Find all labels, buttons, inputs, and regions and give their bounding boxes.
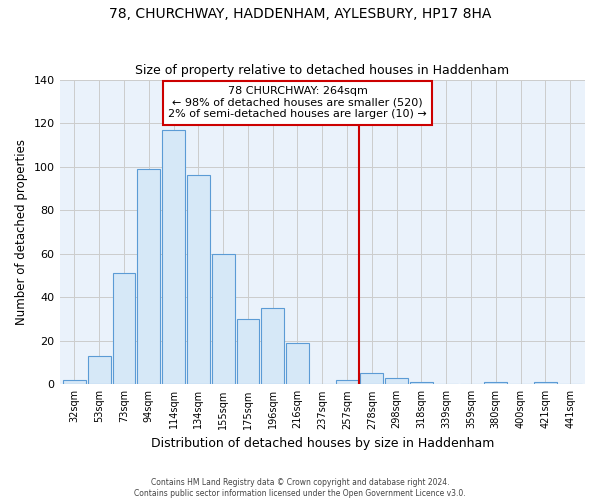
Bar xyxy=(162,130,185,384)
Bar xyxy=(261,308,284,384)
Bar xyxy=(137,169,160,384)
Bar xyxy=(385,378,408,384)
Bar xyxy=(484,382,507,384)
Bar xyxy=(236,319,259,384)
Bar xyxy=(361,374,383,384)
Y-axis label: Number of detached properties: Number of detached properties xyxy=(15,139,28,325)
Bar xyxy=(63,380,86,384)
Bar xyxy=(410,382,433,384)
Bar xyxy=(534,382,557,384)
Text: 78, CHURCHWAY, HADDENHAM, AYLESBURY, HP17 8HA: 78, CHURCHWAY, HADDENHAM, AYLESBURY, HP1… xyxy=(109,8,491,22)
Title: Size of property relative to detached houses in Haddenham: Size of property relative to detached ho… xyxy=(135,64,509,77)
Bar xyxy=(187,176,210,384)
Text: Contains HM Land Registry data © Crown copyright and database right 2024.
Contai: Contains HM Land Registry data © Crown c… xyxy=(134,478,466,498)
Text: 78 CHURCHWAY: 264sqm
← 98% of detached houses are smaller (520)
2% of semi-detac: 78 CHURCHWAY: 264sqm ← 98% of detached h… xyxy=(168,86,427,120)
Bar xyxy=(286,343,309,384)
Bar xyxy=(88,356,110,384)
X-axis label: Distribution of detached houses by size in Haddenham: Distribution of detached houses by size … xyxy=(151,437,494,450)
Bar xyxy=(113,274,136,384)
Bar xyxy=(212,254,235,384)
Bar xyxy=(335,380,358,384)
